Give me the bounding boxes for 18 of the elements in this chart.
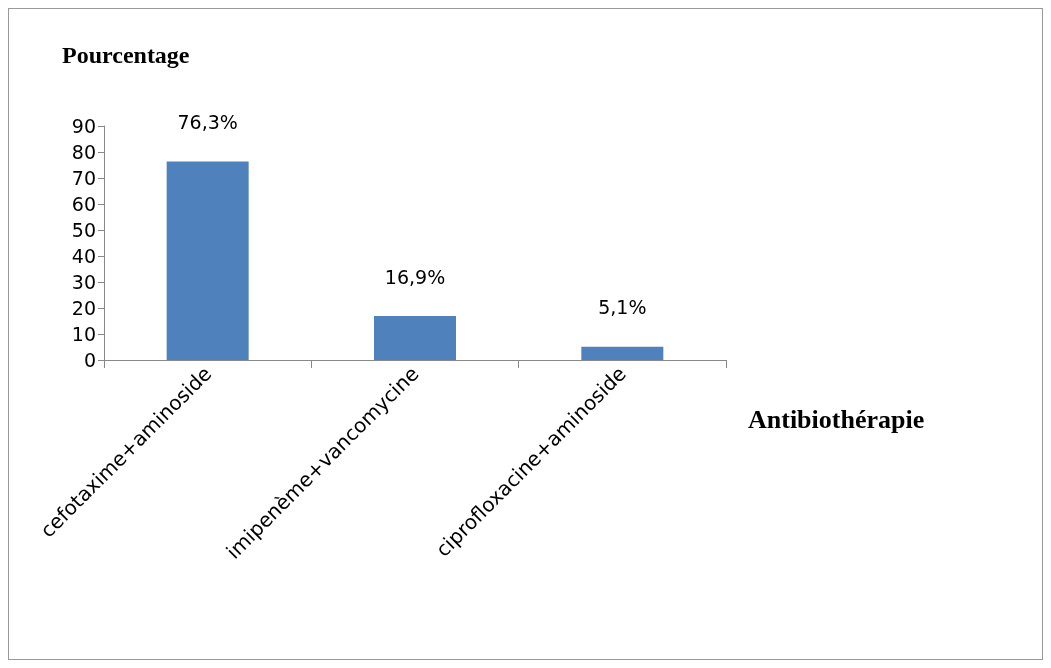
y-tick-label: 10 xyxy=(71,323,96,345)
y-axis-title: Pourcentage xyxy=(62,42,190,68)
y-tick-label: 80 xyxy=(71,141,96,163)
y-tick-label: 90 xyxy=(71,115,96,137)
y-tick-label: 70 xyxy=(71,167,96,189)
bar xyxy=(166,161,249,360)
data-label: 76,3% xyxy=(177,111,238,134)
y-tick-label: 50 xyxy=(71,219,96,241)
bar xyxy=(374,316,456,360)
data-label: 5,1% xyxy=(598,296,647,319)
y-tick-label: 0 xyxy=(83,349,96,371)
y-tick-label: 60 xyxy=(71,193,96,215)
y-tick-label: 40 xyxy=(71,245,96,267)
bar xyxy=(581,346,664,360)
data-label: 16,9% xyxy=(384,265,446,288)
x-axis-title: Antibiothérapie xyxy=(748,404,925,434)
y-tick-label: 20 xyxy=(71,297,96,319)
y-tick-label: 30 xyxy=(71,271,96,293)
